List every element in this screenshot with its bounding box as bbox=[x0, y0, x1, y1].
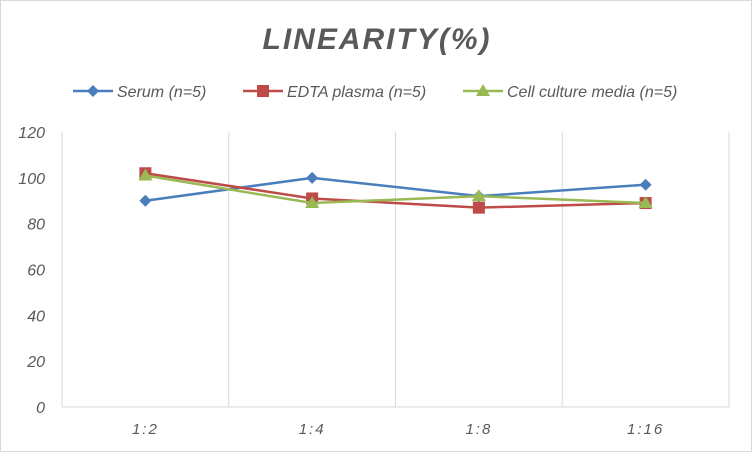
series-line bbox=[145, 172, 646, 209]
y-tick-label: 80 bbox=[27, 217, 45, 234]
x-axis: 1:2 1:4 1:8 1:16 bbox=[132, 421, 664, 438]
diamond-marker bbox=[306, 171, 319, 184]
y-tick-label: 120 bbox=[18, 125, 45, 142]
chart-title: LINEARITY(%) bbox=[263, 23, 492, 56]
legend-label: Serum (n=5) bbox=[117, 84, 206, 101]
x-tick-label: 1:4 bbox=[299, 421, 326, 438]
series-group bbox=[138, 167, 653, 214]
legend-label: Cell culture media (n=5) bbox=[507, 84, 677, 101]
x-tick-label: 1:16 bbox=[627, 421, 664, 438]
legend-item: EDTA plasma (n=5) bbox=[243, 84, 426, 101]
triangle-marker bbox=[305, 196, 320, 209]
triangle-marker bbox=[138, 168, 153, 181]
series-line bbox=[145, 174, 646, 205]
diamond-marker bbox=[139, 194, 152, 207]
square-marker bbox=[472, 201, 485, 214]
legend-label: EDTA plasma (n=5) bbox=[287, 84, 426, 101]
y-tick-label: 60 bbox=[27, 263, 45, 280]
square-marker bbox=[257, 85, 269, 97]
legend-item: Serum (n=5) bbox=[73, 84, 206, 101]
legend-item: Cell culture media (n=5) bbox=[463, 84, 677, 101]
legend: Serum (n=5) EDTA plasma (n=5) Cell culture… bbox=[73, 84, 677, 101]
gridlines bbox=[61, 132, 730, 408]
diamond-marker bbox=[639, 178, 652, 191]
y-tick-label: 40 bbox=[27, 308, 45, 325]
y-tick-label: 20 bbox=[26, 354, 45, 371]
y-tick-label: 0 bbox=[36, 400, 45, 417]
triangle-marker bbox=[471, 189, 486, 202]
x-tick-label: 1:2 bbox=[132, 421, 159, 438]
x-tick-label: 1:8 bbox=[465, 421, 492, 438]
triangle-marker bbox=[638, 196, 653, 209]
series-2 bbox=[138, 168, 653, 209]
y-tick-label: 100 bbox=[18, 171, 45, 188]
y-axis: 0 20 40 60 80 100 120 bbox=[18, 125, 45, 417]
triangle-marker bbox=[476, 84, 490, 96]
diamond-marker bbox=[87, 85, 99, 97]
